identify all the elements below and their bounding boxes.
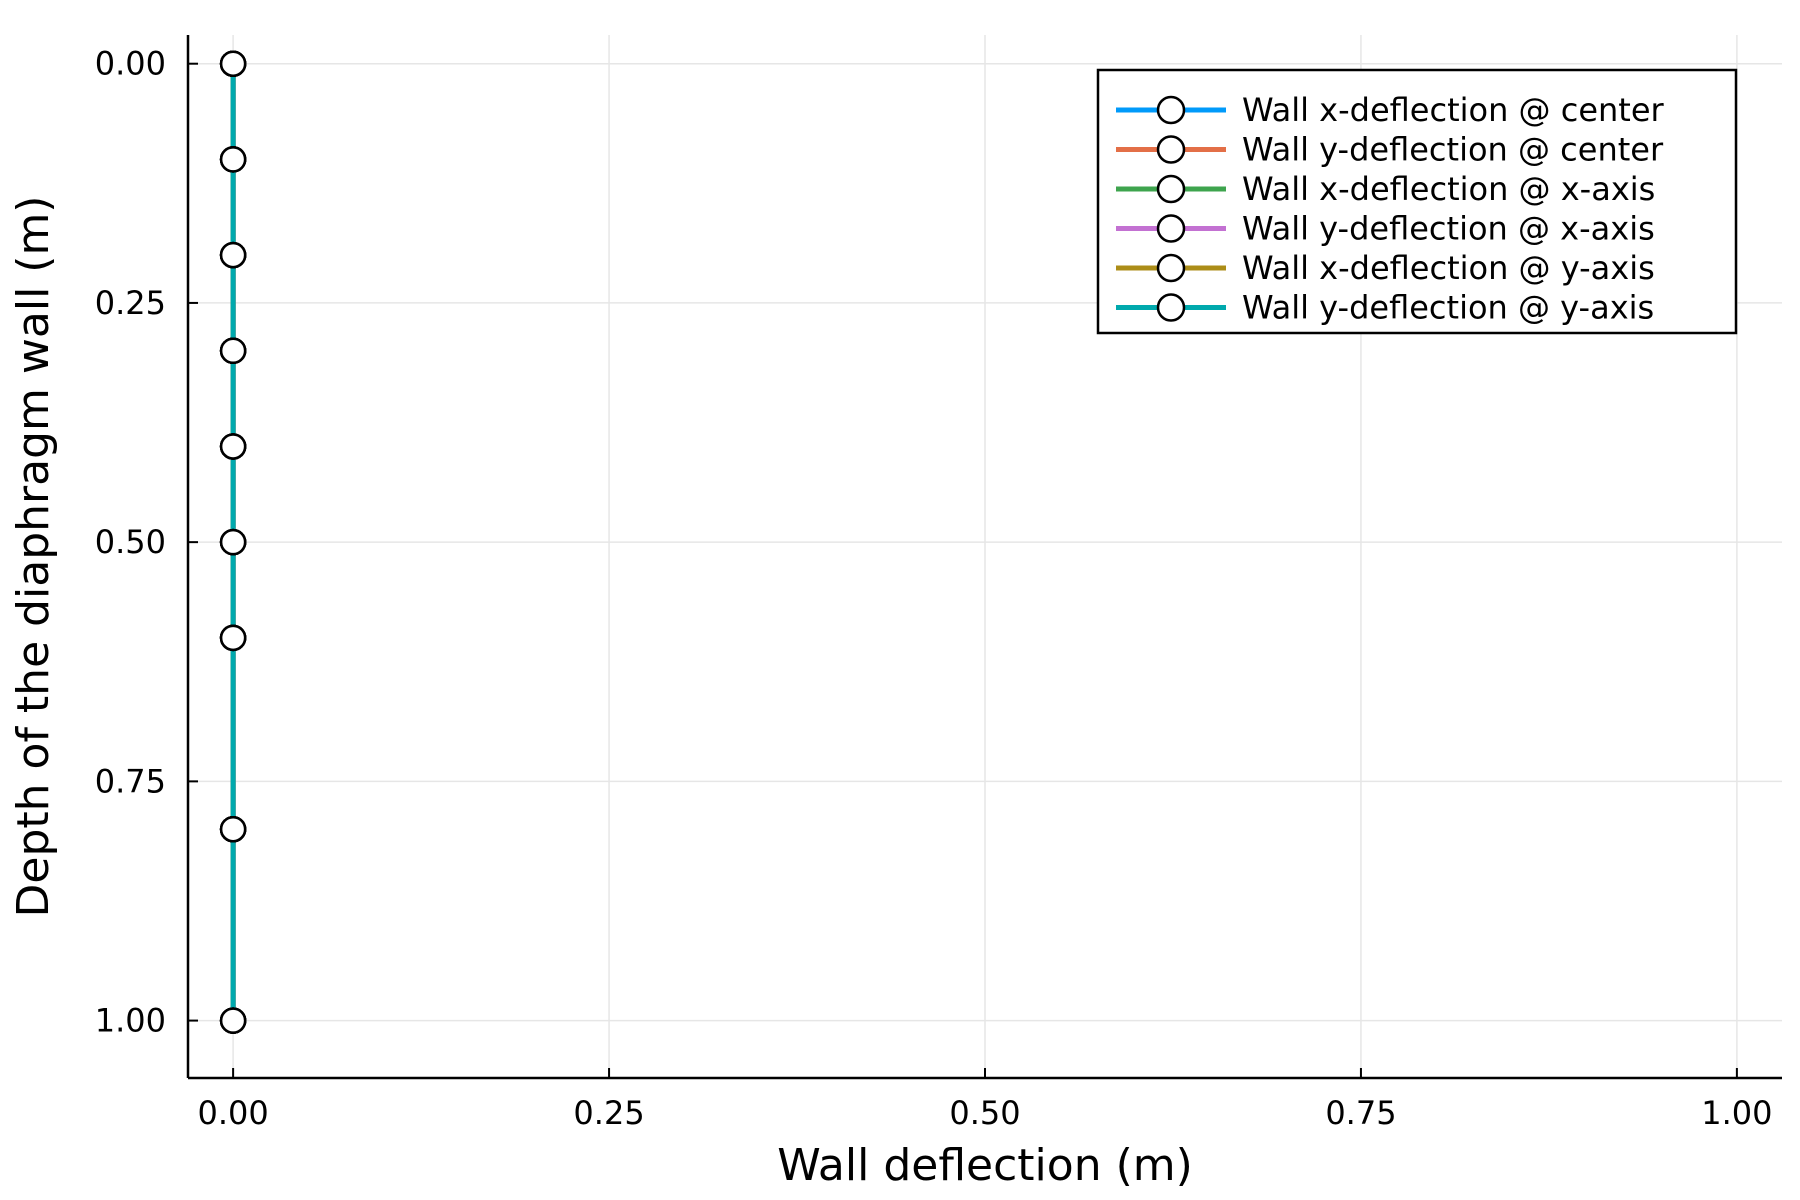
legend-label: Wall x-deflection @ center xyxy=(1242,91,1665,129)
x-tick-label: 0.25 xyxy=(573,1094,644,1132)
data-point xyxy=(219,1007,247,1034)
x-tick-label: 0.50 xyxy=(949,1094,1020,1132)
y-axis-title: Depth of the diaphragm wall (m) xyxy=(8,196,59,918)
data-point xyxy=(219,624,247,652)
legend-item: Wall y-deflection @ x-axis xyxy=(1116,210,1655,248)
data-point xyxy=(219,433,247,460)
legend-marker xyxy=(1156,293,1186,322)
legend-item: Wall x-deflection @ center xyxy=(1116,91,1665,129)
legend-item: Wall y-deflection @ center xyxy=(1116,131,1664,169)
legend-marker xyxy=(1156,253,1186,283)
legend-label: Wall x-deflection @ y-axis xyxy=(1242,249,1655,287)
x-tick-label: 0.00 xyxy=(197,1094,268,1132)
data-point xyxy=(219,337,247,365)
legend-marker xyxy=(1156,95,1186,125)
legend-marker xyxy=(1156,135,1186,164)
legend-label: Wall y-deflection @ center xyxy=(1242,131,1664,169)
legend-label: Wall y-deflection @ y-axis xyxy=(1242,289,1654,327)
legend-label: Wall x-deflection @ x-axis xyxy=(1242,170,1655,208)
legend-item: Wall x-deflection @ x-axis xyxy=(1116,170,1655,208)
y-tick-label: 0.75 xyxy=(95,762,166,800)
x-tick-label: 1.00 xyxy=(1701,1094,1772,1132)
series-6-markers xyxy=(219,50,247,1034)
legend-marker xyxy=(1156,214,1186,243)
y-tick-label: 0.25 xyxy=(95,284,166,322)
data-point xyxy=(219,50,247,77)
y-tick-label: 0.50 xyxy=(95,523,166,561)
y-tick-label: 1.00 xyxy=(95,1002,166,1040)
tick-labels: 0.00 0.25 0.50 0.75 1.00 0.00 0.25 0.50 0.75 1.00 xyxy=(95,45,1773,1132)
y-tick-label: 0.00 xyxy=(95,45,166,83)
legend-item: Wall x-deflection @ y-axis xyxy=(1116,249,1655,287)
legend-marker xyxy=(1156,174,1186,204)
legend-box xyxy=(1096,68,1738,335)
data-point xyxy=(219,241,247,269)
x-tick-label: 0.75 xyxy=(1325,1094,1396,1132)
data-point xyxy=(219,528,247,556)
series-layer xyxy=(219,50,247,1034)
data-point xyxy=(219,815,247,843)
data-point xyxy=(219,146,247,173)
legend-label: Wall y-deflection @ x-axis xyxy=(1242,210,1655,248)
grid xyxy=(188,35,1782,1078)
x-axis-title: Wall deflection (m) xyxy=(777,1140,1193,1191)
legend-item: Wall y-deflection @ y-axis xyxy=(1116,289,1654,327)
